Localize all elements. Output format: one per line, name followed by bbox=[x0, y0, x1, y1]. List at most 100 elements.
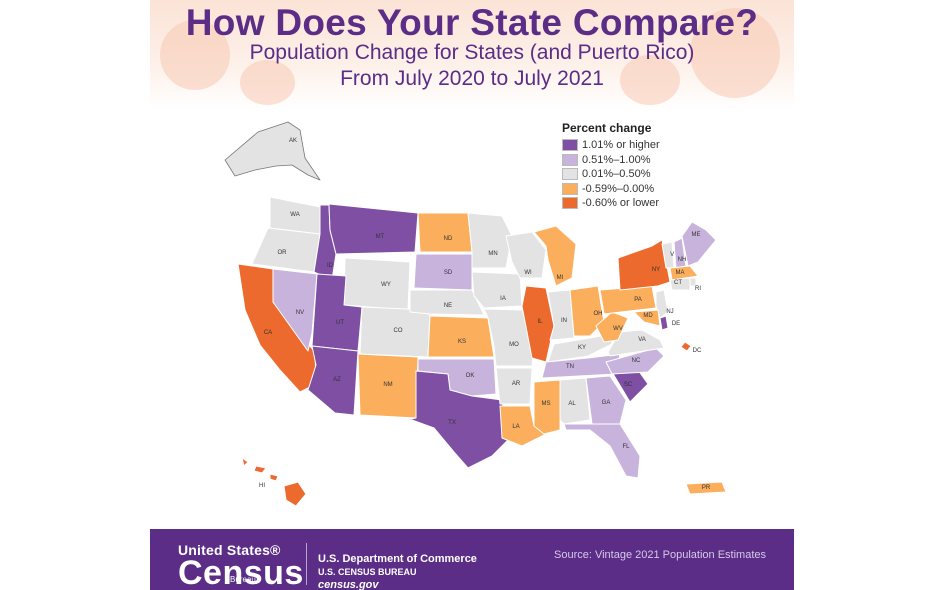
state-label-mt: MT bbox=[376, 234, 385, 240]
state-label-md: MD bbox=[643, 313, 653, 319]
state-label-wv: WV bbox=[613, 326, 623, 332]
legend-label: 0.51%–1.00% bbox=[582, 153, 651, 166]
state-al bbox=[559, 377, 591, 425]
state-az bbox=[307, 345, 359, 416]
state-label-ak: AK bbox=[289, 138, 297, 144]
state-ms bbox=[533, 379, 561, 435]
map-legend: Percent change 1.01% or higher 0.51%–1.00… bbox=[562, 121, 660, 211]
state-tx bbox=[383, 370, 509, 469]
legend-item: 0.51%–1.00% bbox=[562, 153, 660, 168]
state-label-wy: WY bbox=[381, 282, 391, 288]
state-label-il: IL bbox=[537, 319, 543, 325]
legend-item: -0.59%–0.00% bbox=[562, 182, 660, 197]
state-label-la: LA bbox=[512, 424, 519, 430]
state-pa bbox=[599, 285, 657, 315]
state-hi bbox=[241, 457, 307, 507]
state-label-tx: TX bbox=[448, 420, 456, 426]
state-nv bbox=[272, 268, 318, 352]
legend-swatch bbox=[562, 139, 578, 152]
legend-swatch bbox=[562, 168, 578, 181]
state-ri bbox=[689, 277, 697, 287]
footer-divider bbox=[306, 543, 307, 585]
agency-block: U.S. Department of Commerce U.S. CENSUS … bbox=[318, 552, 477, 590]
agency-bureau: U.S. CENSUS BUREAU bbox=[318, 567, 417, 577]
state-label-tn: TN bbox=[566, 364, 574, 370]
state-label-ma: MA bbox=[676, 270, 685, 276]
state-ak bbox=[224, 121, 321, 181]
state-label-ct: CT bbox=[674, 280, 682, 286]
state-label-nv: NV bbox=[296, 310, 304, 316]
state-ar bbox=[495, 367, 533, 405]
legend-label: 1.01% or higher bbox=[582, 139, 660, 152]
state-label-mn: MN bbox=[488, 251, 497, 257]
agency-website-link[interactable]: census.gov bbox=[318, 579, 379, 590]
state-label-co: CO bbox=[394, 328, 403, 334]
legend-label: 0.01%–0.50% bbox=[582, 168, 651, 181]
legend-title: Percent change bbox=[562, 121, 652, 135]
state-label-ms: MS bbox=[542, 401, 551, 407]
legend-swatch bbox=[562, 197, 578, 210]
state-label-ia: IA bbox=[500, 296, 506, 302]
state-label-id: ID bbox=[327, 263, 334, 269]
state-me bbox=[681, 221, 717, 267]
legend-item: 0.01%–0.50% bbox=[562, 167, 660, 182]
state-de bbox=[659, 315, 669, 331]
state-pr bbox=[685, 481, 727, 495]
legend-label: -0.60% or lower bbox=[582, 197, 660, 210]
state-ia bbox=[471, 271, 523, 309]
state-label-ne: NE bbox=[444, 303, 452, 309]
state-label-wi: WI bbox=[524, 270, 532, 276]
state-ga bbox=[585, 375, 627, 425]
state-label-mi: MI bbox=[557, 275, 564, 281]
state-label-me: ME bbox=[692, 232, 701, 238]
state-label-de: DE bbox=[672, 321, 680, 327]
state-label-ok: OK bbox=[466, 373, 475, 379]
state-mi bbox=[533, 225, 577, 287]
state-ct bbox=[669, 277, 691, 291]
state-nd bbox=[417, 212, 473, 253]
state-label-dc: DC bbox=[693, 348, 702, 354]
state-label-ri: RI bbox=[695, 286, 701, 292]
state-label-ar: AR bbox=[512, 381, 521, 387]
legend-label: -0.59%–0.00% bbox=[582, 182, 655, 195]
state-label-mo: MO bbox=[509, 342, 519, 348]
state-label-oh: OH bbox=[594, 311, 603, 317]
state-mt bbox=[328, 203, 419, 255]
agency-department: U.S. Department of Commerce bbox=[318, 553, 477, 565]
state-label-ky: KY bbox=[578, 345, 586, 351]
state-md bbox=[633, 309, 661, 327]
us-states-map: AK WA OR CA NV ID MT WY UT AZ CO NM ND SD NE KS OK TX MN IA… bbox=[224, 121, 727, 507]
legend-item: -0.60% or lower bbox=[562, 196, 660, 211]
state-in bbox=[547, 289, 575, 341]
source-note: Source: Vintage 2021 Population Estimate… bbox=[554, 549, 766, 561]
state-label-nm: NM bbox=[383, 382, 392, 388]
state-ks bbox=[427, 315, 495, 358]
state-label-nd: ND bbox=[444, 236, 453, 242]
state-label-nc: NC bbox=[632, 358, 641, 364]
state-wi bbox=[505, 231, 547, 279]
state-ma bbox=[669, 265, 699, 281]
state-label-fl: FL bbox=[622, 444, 630, 450]
state-label-ca: CA bbox=[264, 330, 272, 336]
state-nj bbox=[655, 289, 669, 319]
logo-bureau-text: Bureau bbox=[230, 575, 256, 584]
page-title: How Does Your State Compare? bbox=[185, 2, 759, 43]
subtitle-line-2: From July 2020 to July 2021 bbox=[340, 67, 604, 90]
state-label-va: VA bbox=[638, 337, 646, 343]
logo-top-text: United States® bbox=[178, 542, 281, 558]
state-fl bbox=[563, 423, 641, 479]
state-label-or: OR bbox=[278, 250, 288, 256]
header-background bbox=[150, 0, 794, 110]
state-dc bbox=[680, 341, 692, 352]
state-label-al: AL bbox=[568, 401, 576, 407]
state-label-pr: PR bbox=[702, 485, 711, 491]
state-label-sd: SD bbox=[444, 270, 453, 276]
state-label-nh: NH bbox=[678, 257, 687, 263]
state-mn bbox=[467, 212, 513, 269]
state-wy bbox=[343, 257, 411, 311]
state-ne bbox=[409, 289, 485, 316]
state-wv bbox=[595, 311, 629, 343]
state-label-wa: WA bbox=[290, 212, 299, 218]
state-label-hi: HI bbox=[259, 483, 265, 489]
state-label-ny: NY bbox=[652, 267, 660, 273]
